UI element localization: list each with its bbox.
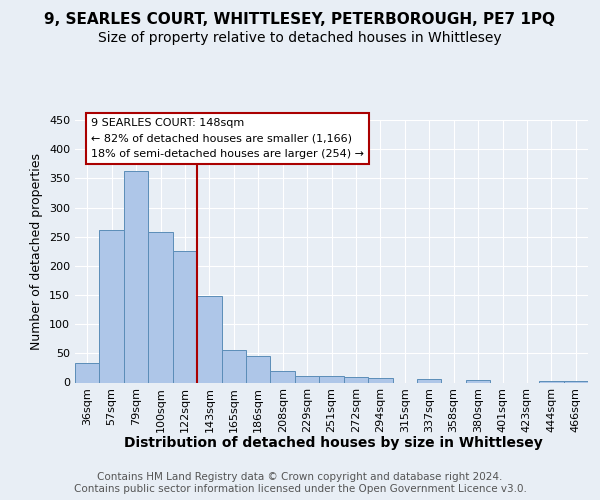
Bar: [319, 376, 344, 382]
Bar: [417, 379, 442, 382]
Bar: [100, 230, 124, 382]
Bar: [173, 251, 197, 382]
Text: Contains HM Land Registry data © Crown copyright and database right 2024.
Contai: Contains HM Land Registry data © Crown c…: [74, 472, 526, 494]
Bar: [539, 381, 563, 382]
Bar: [295, 376, 319, 382]
Bar: [466, 380, 490, 382]
Bar: [197, 296, 221, 382]
Text: 9, SEARLES COURT, WHITTLESEY, PETERBOROUGH, PE7 1PQ: 9, SEARLES COURT, WHITTLESEY, PETERBOROU…: [44, 12, 556, 28]
Bar: [221, 350, 246, 382]
Bar: [563, 381, 588, 382]
Text: Distribution of detached houses by size in Whittlesey: Distribution of detached houses by size …: [124, 436, 542, 450]
Bar: [148, 232, 173, 382]
Bar: [344, 376, 368, 382]
Y-axis label: Number of detached properties: Number of detached properties: [31, 153, 43, 350]
Bar: [124, 172, 148, 382]
Text: 9 SEARLES COURT: 148sqm
← 82% of detached houses are smaller (1,166)
18% of semi: 9 SEARLES COURT: 148sqm ← 82% of detache…: [91, 118, 364, 160]
Bar: [368, 378, 392, 382]
Bar: [246, 356, 271, 382]
Text: Size of property relative to detached houses in Whittlesey: Size of property relative to detached ho…: [98, 31, 502, 45]
Bar: [75, 363, 100, 382]
Bar: [271, 371, 295, 382]
